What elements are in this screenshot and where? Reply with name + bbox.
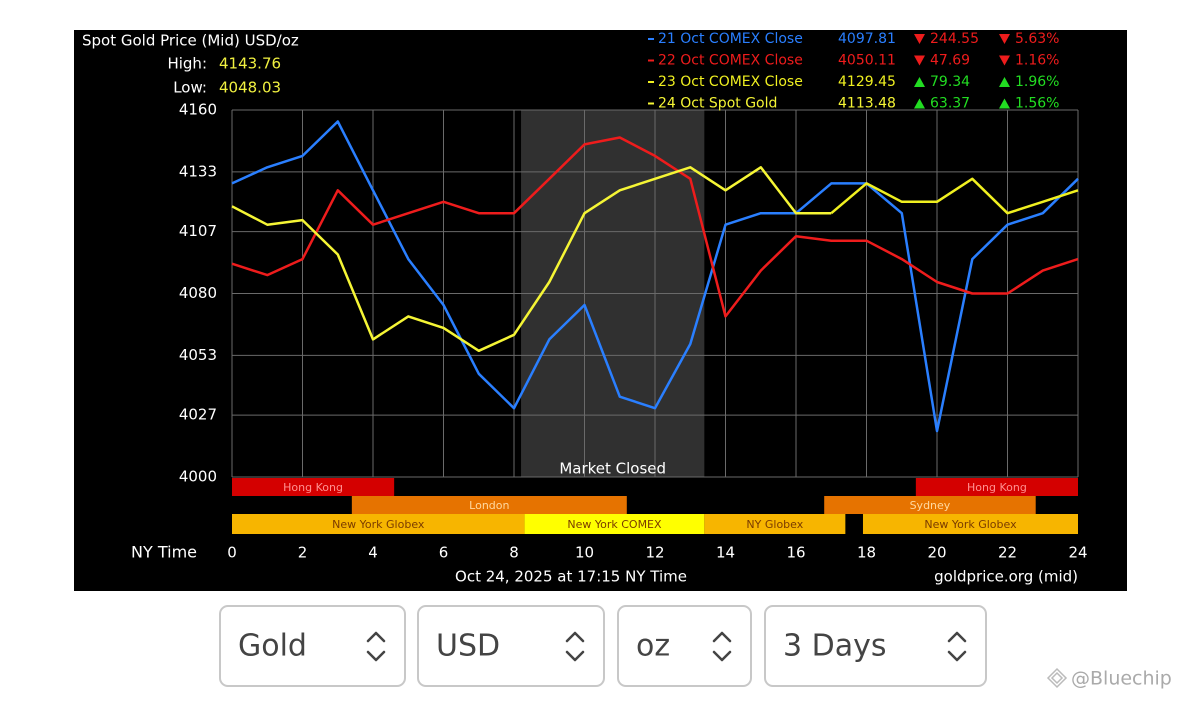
x-tick-label: 0: [227, 544, 237, 562]
session-bar: [524, 514, 705, 534]
select-chevron: [947, 631, 967, 662]
high-value: 4143.76: [219, 55, 281, 73]
legend-close: 4129.45: [838, 74, 896, 90]
legend-change: 79.34: [930, 74, 970, 90]
select-box[interactable]: Gold: [219, 605, 406, 687]
change-arrow: [914, 77, 925, 87]
legend-name: 24 Oct Spot Gold: [658, 96, 777, 112]
session-bar: [915, 478, 1078, 496]
x-tick-label: 10: [575, 544, 594, 562]
market-closed-label: Market Closed: [559, 460, 666, 478]
change-arrow: [914, 55, 925, 66]
select-chevron: [565, 631, 585, 662]
legend-pct: 5.63%: [1015, 31, 1059, 47]
x-tick-label: 12: [645, 544, 664, 562]
select-box[interactable]: oz: [617, 605, 752, 687]
session-label: London: [469, 499, 509, 512]
legend-pct: 1.56%: [1015, 96, 1059, 112]
x-tick-label: 14: [716, 544, 735, 562]
x-tick-label: 4: [368, 544, 378, 562]
legend-name: 22 Oct COMEX Close: [658, 53, 803, 69]
select-value: 3 Days: [783, 629, 887, 664]
low-value: 4048.03: [219, 79, 281, 97]
select-frame: [617, 605, 752, 687]
low-label: Low:: [173, 79, 207, 97]
change-arrow: [999, 98, 1010, 109]
y-tick-label: 4000: [179, 468, 217, 486]
legend-pct: 1.96%: [1015, 74, 1059, 90]
select-box[interactable]: USD: [417, 605, 605, 687]
x-tick-label: 18: [857, 544, 876, 562]
change-arrow: [914, 98, 925, 109]
select-value: USD: [436, 629, 500, 664]
x-tick-label: 8: [509, 544, 519, 562]
legend-name: 23 Oct COMEX Close: [658, 74, 803, 90]
high-label: High:: [167, 55, 207, 73]
x-tick-label: 2: [298, 544, 308, 562]
select-value: oz: [636, 629, 670, 664]
select-frame: [219, 605, 406, 687]
change-arrow: [999, 55, 1010, 66]
watermark-text: @Bluechip: [1071, 668, 1172, 690]
series-line: [231, 120, 1079, 433]
controls: Gold USD oz 3 Days: [219, 605, 987, 687]
change-arrow: [999, 77, 1010, 87]
y-tick-label: 4160: [179, 101, 217, 119]
session-bar: [351, 496, 627, 514]
y-tick-label: 4027: [179, 406, 217, 424]
session-label: Hong Kong: [967, 481, 1027, 494]
session-bar: [232, 514, 525, 534]
session-bar: [824, 496, 1036, 514]
legend-change: 63.37: [930, 96, 970, 112]
watermark: @Bluechip: [1046, 667, 1172, 690]
select-chevron: [712, 631, 732, 662]
session-bar: [862, 514, 1078, 534]
legend-change: 47.69: [930, 53, 970, 69]
change-arrow: [914, 34, 925, 44]
session-label: New York COMEX: [567, 518, 662, 531]
legend-change: 244.55: [930, 31, 979, 47]
legend-close: 4050.11: [838, 53, 896, 69]
change-arrow: [999, 34, 1010, 44]
series-line: [830, 177, 1079, 215]
y-tick-label: 4080: [179, 284, 217, 302]
session-label: NY Globex: [746, 518, 803, 531]
select-frame: [417, 605, 605, 687]
legend-close: 4113.48: [838, 96, 896, 112]
x-tick-label: 22: [998, 544, 1017, 562]
y-tick-label: 4053: [179, 346, 217, 364]
chart-title: Spot Gold Price (Mid) USD/oz: [82, 32, 299, 50]
session-bar: [704, 514, 846, 534]
session-label: Hong Kong: [283, 481, 343, 494]
footer: Oct 24, 2025 at 17:15 NY Time: [455, 568, 687, 586]
x-tick-label: 24: [1068, 544, 1087, 562]
x-axis-label: NY Time: [131, 543, 197, 562]
legend-close: 4097.81: [838, 31, 896, 47]
watermark-icon: [1046, 667, 1068, 689]
select-chevron: [366, 631, 386, 662]
session-label: New York Globex: [924, 518, 1017, 531]
series-line: [231, 136, 1079, 318]
x-tick-label: 20: [927, 544, 946, 562]
session-bar: [232, 478, 395, 496]
legend-name: 21 Oct COMEX Close: [658, 31, 803, 47]
select-frame: [764, 605, 987, 687]
select-box[interactable]: 3 Days: [764, 605, 987, 687]
session-label: Sydney: [910, 499, 951, 512]
x-tick-label: 6: [439, 544, 449, 562]
legend-pct: 1.16%: [1015, 53, 1059, 69]
session-label: New York Globex: [332, 518, 425, 531]
source: goldprice.org (mid): [934, 568, 1078, 586]
series-line: [231, 166, 832, 353]
x-tick-label: 16: [786, 544, 805, 562]
select-value: Gold: [238, 629, 307, 664]
y-tick-label: 4133: [179, 162, 217, 180]
y-tick-label: 4107: [179, 222, 217, 240]
